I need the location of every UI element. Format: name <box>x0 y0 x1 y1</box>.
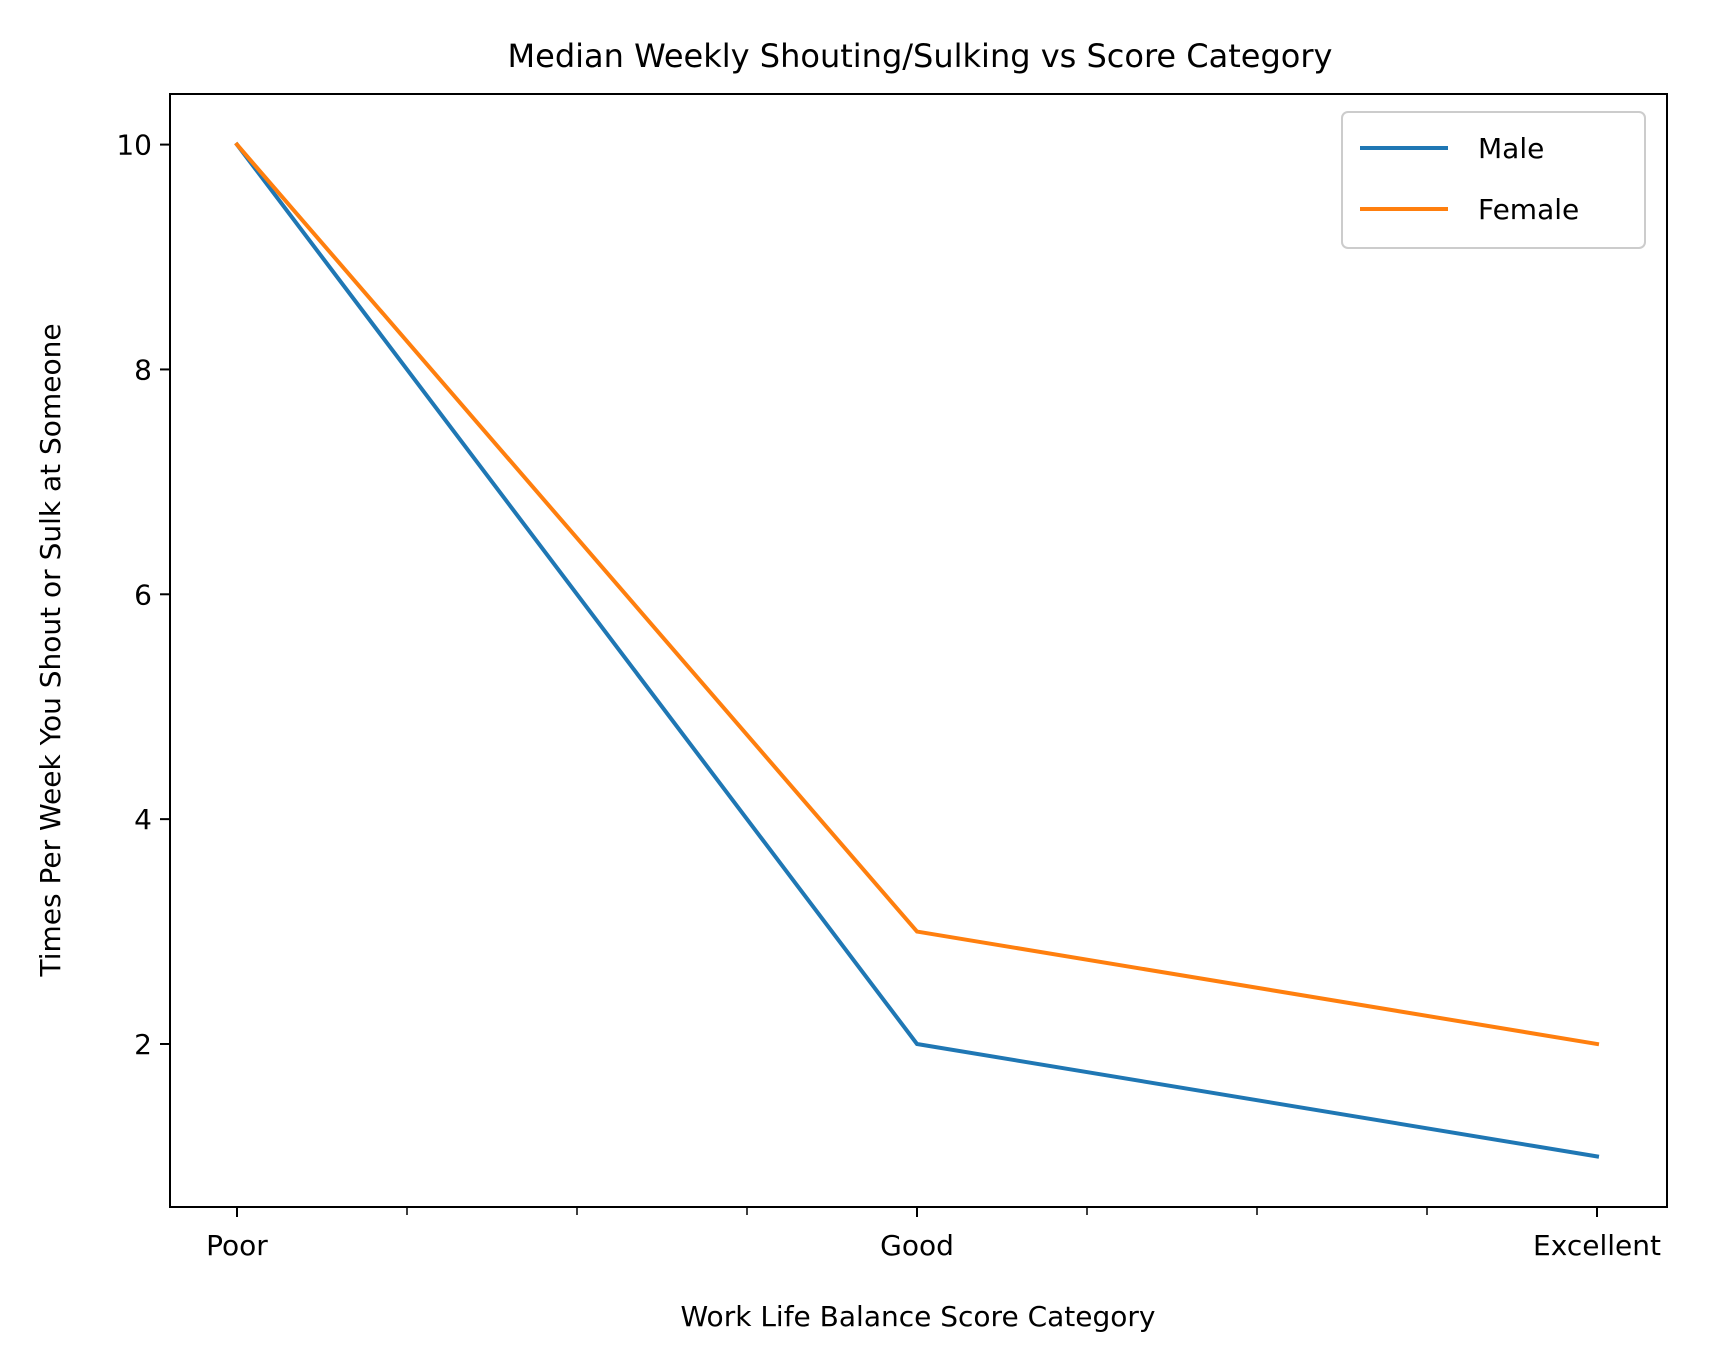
y-axis: 2 4 6 8 10 <box>116 129 170 1061</box>
legend-label-female: Female <box>1478 193 1579 226</box>
y-tick-label: 2 <box>134 1028 152 1061</box>
x-tick-label: Excellent <box>1533 1229 1661 1262</box>
legend-label-male: Male <box>1478 132 1544 165</box>
series-layer <box>234 141 1600 1159</box>
x-tick-label: Poor <box>206 1229 268 1262</box>
series-line-male <box>234 141 1600 1159</box>
legend: Male Female <box>1341 111 1646 249</box>
y-axis-label: Times Per Week You Shout or Sulk at Some… <box>34 323 67 977</box>
x-axis: Poor Good Excellent <box>206 1207 1661 1262</box>
x-tick-label: Good <box>880 1229 954 1262</box>
y-tick-label: 10 <box>116 129 152 162</box>
chart-title: Median Weekly Shouting/Sulking vs Score … <box>508 37 1333 75</box>
y-tick-label: 8 <box>134 353 152 386</box>
series-line-female <box>234 141 1600 1047</box>
y-tick-label: 6 <box>134 578 152 611</box>
legend-entries: Male Female <box>1360 132 1579 226</box>
x-axis-label: Work Life Balance Score Category <box>681 1300 1156 1333</box>
y-tick-label: 4 <box>134 803 152 836</box>
plot-frame <box>169 93 1668 1208</box>
